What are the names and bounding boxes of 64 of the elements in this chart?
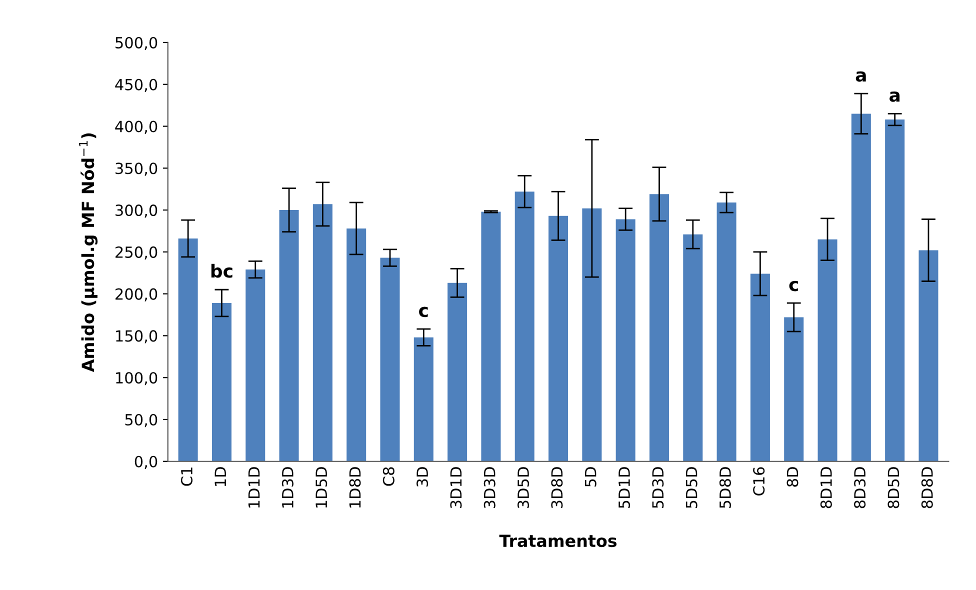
x-tick-label: 3D5D (517, 467, 530, 508)
x-tick-label: 1D8D (349, 467, 361, 508)
bar (548, 216, 568, 462)
bar (851, 114, 871, 462)
bar (212, 303, 232, 462)
y-tick-label: 500,0 (116, 36, 158, 50)
y-axis-title: Amido (µmol.g MF Nód$^{−1}$) (79, 133, 98, 372)
x-tick-label: 8D5D (888, 467, 900, 508)
x-tick-label: 5D8D (719, 467, 731, 508)
bar (481, 212, 501, 462)
annotation: bc (211, 264, 232, 278)
y-tick-label: 200,0 (116, 288, 158, 302)
bar (514, 192, 534, 462)
bar (312, 204, 332, 462)
bar (178, 238, 198, 462)
y-tick-label: 100,0 (116, 372, 158, 386)
y-tick-label: 450,0 (115, 78, 158, 92)
x-tick-label: 1D3D (282, 467, 294, 508)
x-tick-label: 5D3D (652, 467, 664, 508)
x-tick-label: C16 (753, 467, 765, 496)
y-tick-label: 150,0 (116, 330, 158, 344)
x-tick-label: 1D5D (316, 467, 328, 508)
bar (380, 258, 400, 462)
y-tick-label: 400,0 (115, 120, 158, 134)
annotation: a (856, 71, 866, 82)
bar (818, 239, 838, 462)
bar (414, 337, 434, 462)
bar (784, 317, 804, 462)
x-tick-label: 8D8D (921, 467, 933, 508)
bar (649, 194, 669, 462)
x-tick-label: 8D3D (854, 467, 866, 508)
x-tick-label: 3D (416, 467, 428, 487)
bar (750, 274, 770, 462)
bar (918, 250, 938, 462)
y-tick-label: 250,0 (116, 246, 158, 260)
y-tick-label: 300,0 (116, 204, 158, 218)
x-tick-label: 8D (786, 467, 798, 487)
bar (346, 228, 366, 462)
bar (582, 208, 602, 462)
bar (279, 210, 299, 462)
x-tick-label: 3D8D (551, 467, 563, 508)
x-tick-label: 1D (214, 467, 226, 486)
x-tick-label: 5D1D (618, 467, 630, 508)
bar (448, 282, 468, 462)
annotation: a (890, 91, 900, 102)
x-axis-title: Tratamentos (499, 534, 617, 548)
bar (683, 234, 703, 462)
x-tick-label: 1D1D (248, 467, 260, 508)
x-tick-label: 3D1D (450, 467, 462, 508)
x-tick-label: 8D1D (820, 467, 832, 508)
bar (716, 202, 736, 462)
y-tick-label: 50,0 (125, 414, 158, 428)
y-tick-label: 350,0 (116, 162, 158, 176)
x-tick-label: 3D3D (484, 467, 496, 508)
y-tick-label: 0,0 (134, 456, 158, 469)
x-tick-label: C8 (382, 467, 394, 486)
x-tick-label: 5D (585, 467, 596, 487)
x-tick-label: C1 (180, 468, 192, 486)
x-tick-label: 5D5D (686, 467, 698, 508)
bar (885, 120, 905, 462)
bar (616, 219, 636, 462)
annotation: c (789, 280, 798, 292)
bar (246, 270, 266, 462)
annotation: c (419, 306, 428, 318)
